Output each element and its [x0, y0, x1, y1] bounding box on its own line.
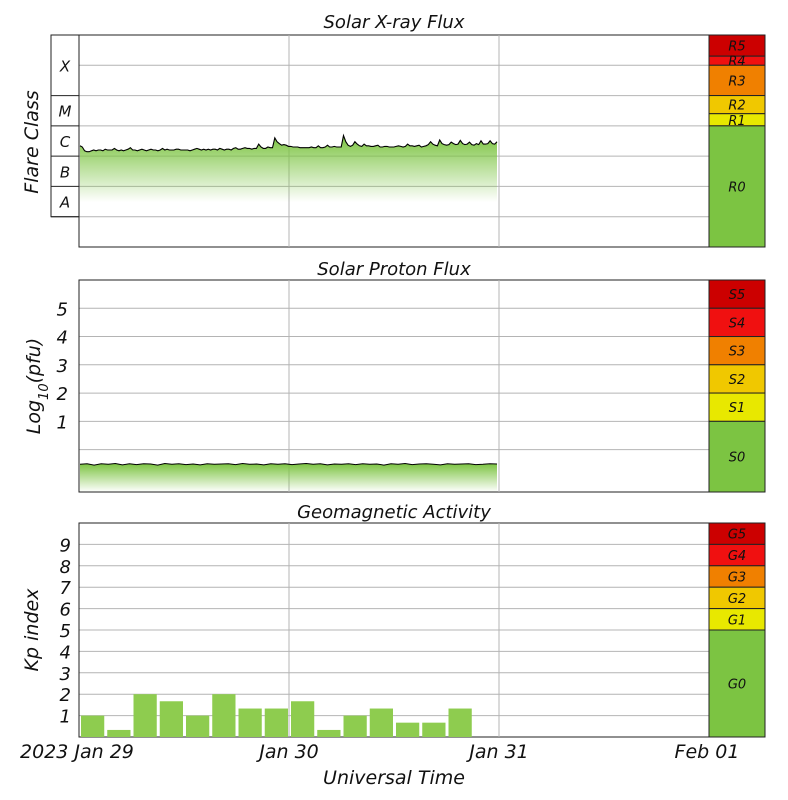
kp-bar	[264, 708, 288, 737]
kp-bar	[133, 694, 157, 737]
radiation-storm-scale-s2	[708, 364, 766, 394]
plot-background	[79, 35, 709, 247]
radio-blackout-scale-label: R3	[728, 74, 745, 89]
radiation-storm-scale-label: S4	[729, 316, 746, 331]
proton-ytick-label: 4	[57, 328, 68, 349]
kp-bar	[159, 701, 183, 737]
flare-class-label: M	[59, 103, 72, 121]
kp-bar	[81, 715, 105, 737]
scale-frame	[708, 522, 766, 738]
plot-background	[79, 280, 709, 492]
radio-blackout-scale-label: R0	[728, 180, 745, 195]
time-tick-label: Jan 30	[255, 741, 319, 763]
geomag-panel-title: Geomagnetic Activity	[297, 502, 491, 523]
scale-frame	[708, 34, 766, 248]
radiation-storm-scale-s1	[708, 392, 766, 422]
radiation-storm-scale-s3	[708, 336, 766, 366]
geomagnetic-storm-scale-label: G1	[728, 613, 746, 628]
radiation-storm-scale-s0	[708, 420, 766, 493]
geomagnetic-storm-scale-label: G0	[728, 678, 746, 693]
kp-bar	[396, 722, 420, 737]
xray-ylabel: Flare Class	[21, 90, 43, 193]
proton-ylabel: Log10(pfu)	[23, 338, 52, 434]
geomagnetic-storm-scale-label: G2	[728, 592, 746, 607]
geomag-ylabel: Kp index	[21, 588, 43, 672]
kp-bar	[317, 729, 341, 737]
radiation-storm-scale-label: S0	[729, 451, 746, 466]
kp-bar	[238, 708, 262, 737]
time-axis: 2023 Jan 29 Jan 30 Jan 31 Feb 01	[20, 741, 739, 763]
proton-ytick-label: 3	[57, 356, 68, 377]
kp-bar	[212, 694, 236, 737]
xray-flux-area	[80, 135, 497, 203]
radio-blackout-scale-label: R2	[728, 99, 745, 114]
xray-panel-title: Solar X-ray Flux	[324, 12, 465, 33]
geomagnetic-storm-scale-label: G5	[728, 528, 746, 543]
kp-ytick-label: 4	[60, 642, 71, 663]
flare-class-label: C	[60, 133, 71, 151]
kp-bar	[369, 708, 393, 737]
proton-ytick-label: 1	[57, 412, 68, 433]
radio-blackout-scale-r0	[708, 125, 766, 248]
kp-bar	[422, 722, 446, 737]
flare-class-label: A	[59, 194, 70, 212]
scale-frame	[708, 279, 766, 493]
radio-blackout-scale-label: R1	[728, 114, 745, 129]
proton-flux-line	[79, 462, 498, 466]
proton-flux-plot: 1 2 3 4 5 S5 S4 S3 S2 S1 S0	[57, 279, 766, 493]
radiation-storm-scale-label: S1	[729, 401, 746, 416]
kp-ytick-label: 2	[60, 685, 71, 706]
geomagnetic-storm-scale-g0	[708, 629, 766, 738]
x-axis-label: Universal Time	[323, 767, 465, 789]
radio-blackout-scale-label: R5	[728, 40, 745, 55]
flare-class-label: X	[59, 57, 71, 75]
time-tick-label: 2023 Jan 29	[20, 741, 134, 763]
geomagnetic-storm-scale-label: G3	[728, 571, 746, 586]
kp-bar	[448, 708, 472, 737]
kp-ytick-label: 3	[60, 664, 71, 685]
geomagnetic-storm-scale-label: G4	[728, 549, 746, 564]
proton-ytick-label: 2	[57, 384, 68, 405]
radiation-storm-scale-label: S2	[729, 373, 746, 388]
kp-bar	[186, 715, 210, 737]
radio-blackout-scale-r3	[708, 64, 766, 97]
kp-ytick-label: 9	[60, 535, 71, 556]
proton-panel-title: Solar Proton Flux	[317, 259, 471, 280]
kp-bar	[343, 715, 367, 737]
kp-ytick-label: 8	[60, 557, 71, 578]
time-tick-label: Jan 31	[465, 741, 529, 763]
kp-ytick-label: 5	[60, 621, 71, 642]
kp-ytick-label: 7	[60, 578, 72, 599]
radiation-storm-scale-label: S5	[729, 288, 746, 303]
kp-bar	[107, 729, 131, 737]
proton-flux-area	[80, 463, 497, 492]
kp-ytick-label: 6	[60, 600, 71, 621]
kp-bar	[291, 701, 315, 737]
proton-ytick-label: 5	[57, 299, 68, 320]
radiation-storm-scale-label: S3	[729, 345, 746, 360]
xray-flux-line	[79, 133, 498, 153]
flare-class-label: B	[60, 163, 70, 181]
time-tick-label: Feb 01	[675, 741, 740, 763]
kp-ytick-label: 1	[60, 707, 71, 728]
